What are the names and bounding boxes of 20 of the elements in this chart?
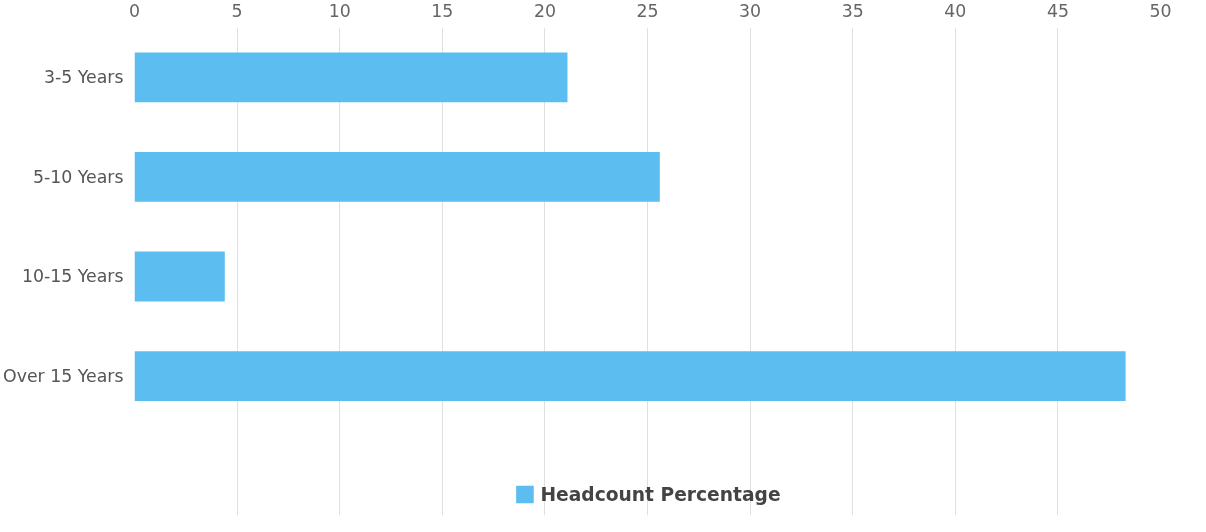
x-tick-label: 20 <box>533 0 556 21</box>
x-tick-label: 30 <box>739 0 762 21</box>
bar <box>134 151 660 202</box>
y-tick-label: 10-15 Years <box>21 266 124 287</box>
x-tick-label: 15 <box>431 0 454 21</box>
y-tick-label: Over 15 Years <box>3 366 124 387</box>
x-tick-label: 45 <box>1046 0 1069 21</box>
x-tick-label: 5 <box>231 0 243 21</box>
x-tick-label: 50 <box>1149 0 1172 21</box>
x-tick-label: 40 <box>944 0 967 21</box>
x-tick-label: 35 <box>841 0 864 21</box>
y-tick-label: 3-5 Years <box>43 67 124 88</box>
bar <box>134 52 568 103</box>
y-tick-label: 5-10 Years <box>32 166 124 187</box>
x-tick-label: 0 <box>128 0 141 21</box>
x-tick-label: 25 <box>636 0 659 21</box>
bar <box>134 251 225 302</box>
x-tick-label: 10 <box>328 0 351 21</box>
legend-label: Headcount Percentage <box>540 483 781 505</box>
bar <box>134 351 1126 401</box>
